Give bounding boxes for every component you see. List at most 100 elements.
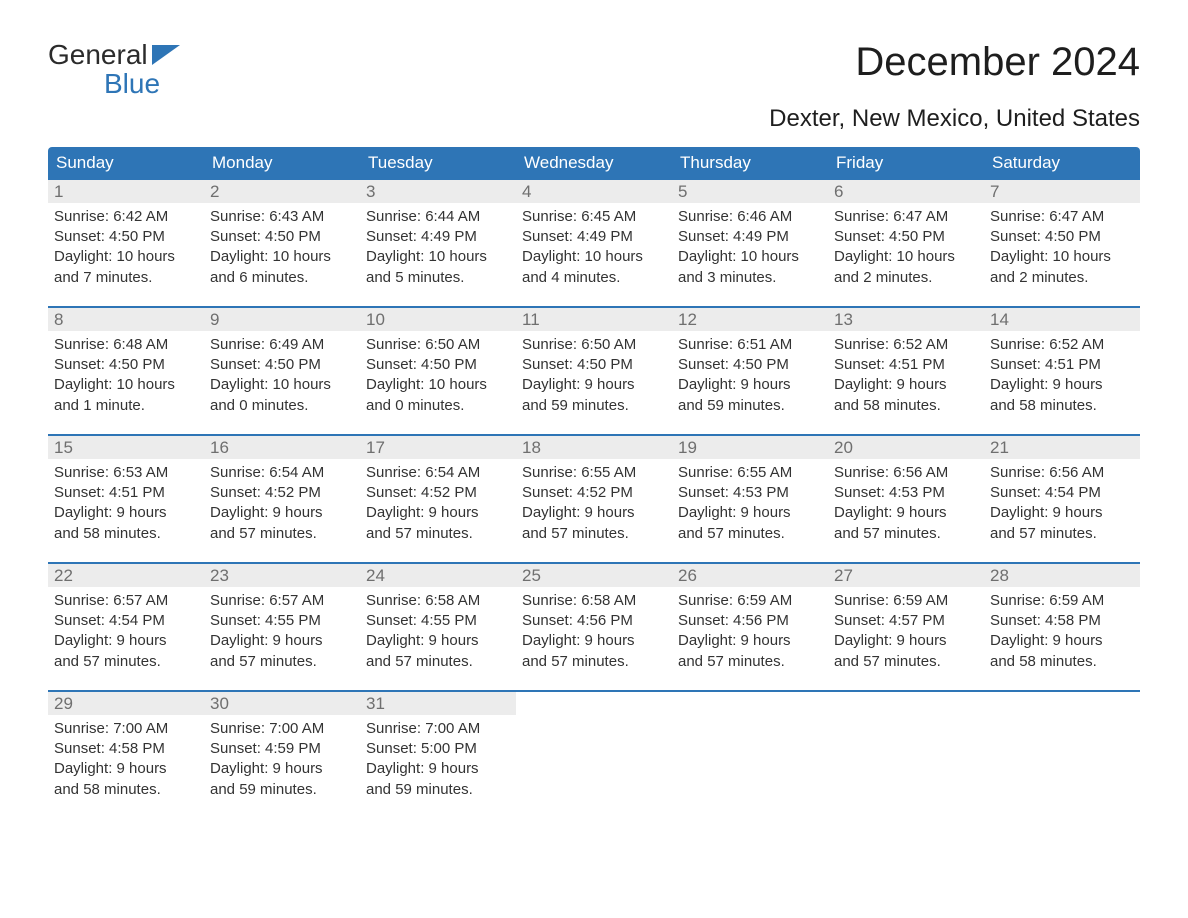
day-body: Sunrise: 6:58 AMSunset: 4:55 PMDaylight:… <box>360 587 516 676</box>
day-cell: 29Sunrise: 7:00 AMSunset: 4:58 PMDayligh… <box>48 692 204 804</box>
daylight-line1: Daylight: 9 hours <box>522 375 666 395</box>
daylight-line1: Daylight: 9 hours <box>834 631 978 651</box>
day-cell: 27Sunrise: 6:59 AMSunset: 4:57 PMDayligh… <box>828 564 984 676</box>
day-number: 27 <box>828 564 984 587</box>
sunset-text: Sunset: 4:51 PM <box>54 483 198 503</box>
day-cell: 30Sunrise: 7:00 AMSunset: 4:59 PMDayligh… <box>204 692 360 804</box>
sunrise-text: Sunrise: 6:46 AM <box>678 207 822 227</box>
sunrise-text: Sunrise: 6:44 AM <box>366 207 510 227</box>
daylight-line1: Daylight: 10 hours <box>522 247 666 267</box>
day-number: 21 <box>984 436 1140 459</box>
daylight-line1: Daylight: 9 hours <box>366 503 510 523</box>
day-body: Sunrise: 6:42 AMSunset: 4:50 PMDaylight:… <box>48 203 204 292</box>
sunrise-text: Sunrise: 6:53 AM <box>54 463 198 483</box>
logo-line1: General <box>48 40 180 69</box>
day-cell: 4Sunrise: 6:45 AMSunset: 4:49 PMDaylight… <box>516 180 672 292</box>
logo-text-bottom: Blue <box>48 69 180 98</box>
sunset-text: Sunset: 4:49 PM <box>522 227 666 247</box>
sunset-text: Sunset: 4:50 PM <box>54 227 198 247</box>
daylight-line2: and 57 minutes. <box>366 524 510 544</box>
day-body: Sunrise: 6:43 AMSunset: 4:50 PMDaylight:… <box>204 203 360 292</box>
day-body: Sunrise: 6:56 AMSunset: 4:54 PMDaylight:… <box>984 459 1140 548</box>
day-cell: 8Sunrise: 6:48 AMSunset: 4:50 PMDaylight… <box>48 308 204 420</box>
sunrise-text: Sunrise: 6:54 AM <box>210 463 354 483</box>
day-cell: 24Sunrise: 6:58 AMSunset: 4:55 PMDayligh… <box>360 564 516 676</box>
sunrise-text: Sunrise: 6:52 AM <box>834 335 978 355</box>
week-row: 22Sunrise: 6:57 AMSunset: 4:54 PMDayligh… <box>48 562 1140 676</box>
sunrise-text: Sunrise: 6:57 AM <box>54 591 198 611</box>
day-cell: 21Sunrise: 6:56 AMSunset: 4:54 PMDayligh… <box>984 436 1140 548</box>
day-body: Sunrise: 6:54 AMSunset: 4:52 PMDaylight:… <box>360 459 516 548</box>
day-body: Sunrise: 6:57 AMSunset: 4:54 PMDaylight:… <box>48 587 204 676</box>
page-header: General Blue December 2024 <box>48 40 1140 99</box>
day-body: Sunrise: 6:50 AMSunset: 4:50 PMDaylight:… <box>516 331 672 420</box>
day-number: 20 <box>828 436 984 459</box>
sunrise-text: Sunrise: 6:59 AM <box>834 591 978 611</box>
day-number: 24 <box>360 564 516 587</box>
daylight-line1: Daylight: 9 hours <box>54 759 198 779</box>
daylight-line2: and 7 minutes. <box>54 268 198 288</box>
day-number: 3 <box>360 180 516 203</box>
day-body: Sunrise: 7:00 AMSunset: 4:59 PMDaylight:… <box>204 715 360 804</box>
daylight-line2: and 58 minutes. <box>990 652 1134 672</box>
day-body: Sunrise: 6:48 AMSunset: 4:50 PMDaylight:… <box>48 331 204 420</box>
sunrise-text: Sunrise: 7:00 AM <box>366 719 510 739</box>
day-cell: 17Sunrise: 6:54 AMSunset: 4:52 PMDayligh… <box>360 436 516 548</box>
daylight-line1: Daylight: 9 hours <box>210 759 354 779</box>
sunset-text: Sunset: 4:50 PM <box>210 355 354 375</box>
daylight-line1: Daylight: 10 hours <box>210 247 354 267</box>
daylight-line2: and 57 minutes. <box>834 524 978 544</box>
day-number: 4 <box>516 180 672 203</box>
day-body: Sunrise: 6:47 AMSunset: 4:50 PMDaylight:… <box>984 203 1140 292</box>
sunset-text: Sunset: 5:00 PM <box>366 739 510 759</box>
sunrise-text: Sunrise: 6:58 AM <box>522 591 666 611</box>
day-number: 31 <box>360 692 516 715</box>
day-cell: 15Sunrise: 6:53 AMSunset: 4:51 PMDayligh… <box>48 436 204 548</box>
daylight-line2: and 57 minutes. <box>522 524 666 544</box>
day-cell: 23Sunrise: 6:57 AMSunset: 4:55 PMDayligh… <box>204 564 360 676</box>
daylight-line1: Daylight: 9 hours <box>210 631 354 651</box>
day-number: 11 <box>516 308 672 331</box>
daylight-line2: and 58 minutes. <box>834 396 978 416</box>
daylight-line1: Daylight: 10 hours <box>366 247 510 267</box>
week-row: 8Sunrise: 6:48 AMSunset: 4:50 PMDaylight… <box>48 306 1140 420</box>
daylight-line1: Daylight: 10 hours <box>54 247 198 267</box>
day-number: 5 <box>672 180 828 203</box>
day-number: 29 <box>48 692 204 715</box>
daylight-line2: and 57 minutes. <box>210 524 354 544</box>
col-header-mon: Monday <box>204 147 360 180</box>
sunset-text: Sunset: 4:54 PM <box>990 483 1134 503</box>
sunrise-text: Sunrise: 6:57 AM <box>210 591 354 611</box>
day-number: 25 <box>516 564 672 587</box>
day-body: Sunrise: 6:57 AMSunset: 4:55 PMDaylight:… <box>204 587 360 676</box>
day-number: 1 <box>48 180 204 203</box>
daylight-line2: and 57 minutes. <box>366 652 510 672</box>
day-cell: 10Sunrise: 6:50 AMSunset: 4:50 PMDayligh… <box>360 308 516 420</box>
daylight-line1: Daylight: 10 hours <box>366 375 510 395</box>
flag-icon <box>152 45 180 65</box>
daylight-line2: and 57 minutes. <box>834 652 978 672</box>
col-header-fri: Friday <box>828 147 984 180</box>
day-cell: 3Sunrise: 6:44 AMSunset: 4:49 PMDaylight… <box>360 180 516 292</box>
sunrise-text: Sunrise: 6:51 AM <box>678 335 822 355</box>
day-body: Sunrise: 6:55 AMSunset: 4:53 PMDaylight:… <box>672 459 828 548</box>
daylight-line2: and 5 minutes. <box>366 268 510 288</box>
sunset-text: Sunset: 4:58 PM <box>54 739 198 759</box>
day-body: Sunrise: 6:58 AMSunset: 4:56 PMDaylight:… <box>516 587 672 676</box>
col-header-wed: Wednesday <box>516 147 672 180</box>
daylight-line2: and 57 minutes. <box>54 652 198 672</box>
daylight-line2: and 58 minutes. <box>990 396 1134 416</box>
sunrise-text: Sunrise: 6:54 AM <box>366 463 510 483</box>
logo-text-top: General <box>48 40 148 69</box>
day-body: Sunrise: 6:55 AMSunset: 4:52 PMDaylight:… <box>516 459 672 548</box>
daylight-line1: Daylight: 9 hours <box>366 759 510 779</box>
calendar: Sunday Monday Tuesday Wednesday Thursday… <box>48 147 1140 804</box>
daylight-line2: and 2 minutes. <box>834 268 978 288</box>
day-cell: 14Sunrise: 6:52 AMSunset: 4:51 PMDayligh… <box>984 308 1140 420</box>
day-number: 10 <box>360 308 516 331</box>
day-number: 18 <box>516 436 672 459</box>
sunrise-text: Sunrise: 6:59 AM <box>678 591 822 611</box>
sunset-text: Sunset: 4:58 PM <box>990 611 1134 631</box>
day-cell: 6Sunrise: 6:47 AMSunset: 4:50 PMDaylight… <box>828 180 984 292</box>
daylight-line1: Daylight: 9 hours <box>990 375 1134 395</box>
